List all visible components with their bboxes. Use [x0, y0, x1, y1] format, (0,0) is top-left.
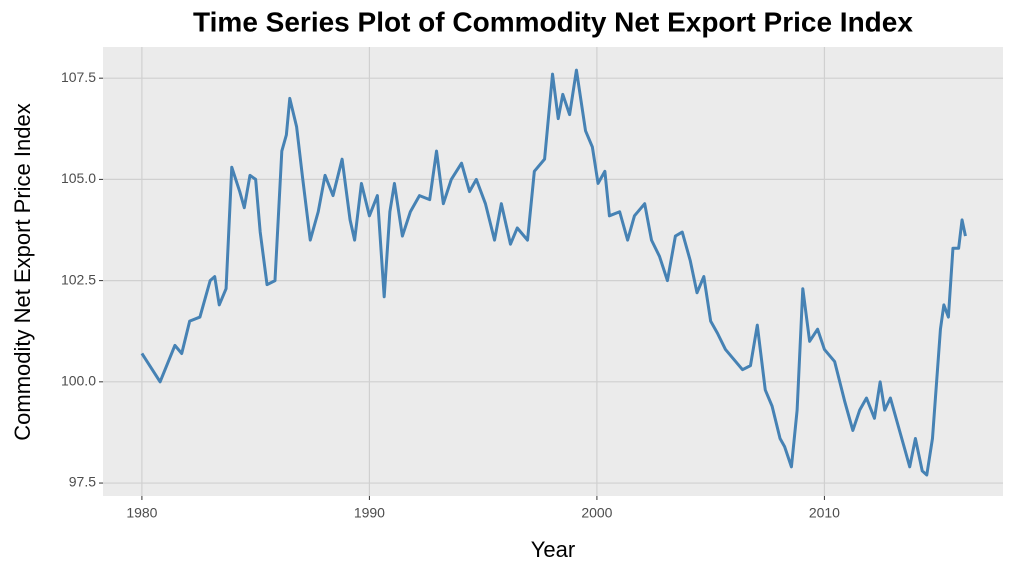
plot-panel: [103, 47, 1003, 496]
y-tick-label: 102.5: [61, 271, 96, 287]
y-tick-label: 97.5: [69, 474, 96, 490]
x-tick-label: 2010: [809, 505, 840, 521]
data-line: [140, 68, 967, 477]
y-axis-label: Commodity Net Export Price Index: [10, 103, 35, 440]
y-tick-label: 100.0: [61, 373, 96, 389]
y-tick-label: 107.5: [61, 69, 96, 85]
y-tick-label: 105.0: [61, 170, 96, 186]
x-axis-label: Year: [531, 537, 575, 562]
x-tick-label: 1990: [354, 505, 385, 521]
x-tick-label: 2000: [581, 505, 612, 521]
chart-title: Time Series Plot of Commodity Net Export…: [193, 6, 913, 37]
x-tick-label: 1980: [126, 505, 157, 521]
